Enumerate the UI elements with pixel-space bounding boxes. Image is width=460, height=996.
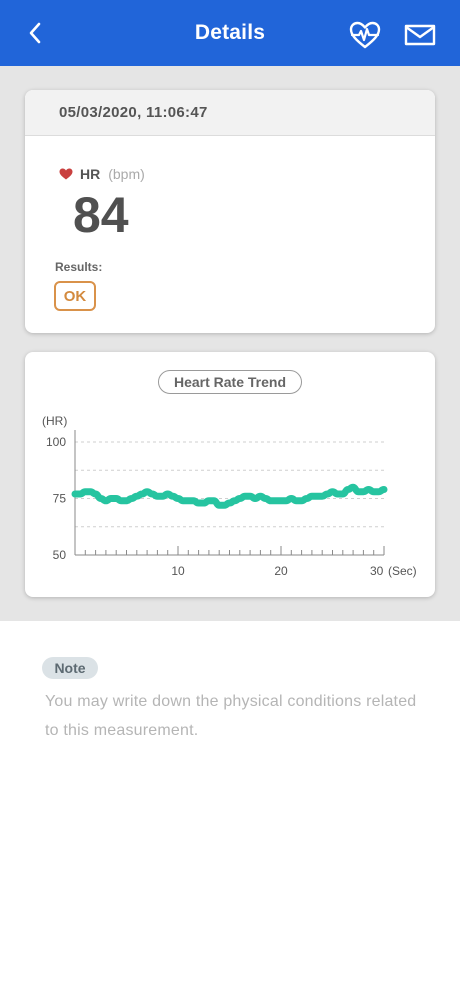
- y-axis-label: (HR): [42, 414, 67, 428]
- heart-icon: [59, 168, 73, 180]
- trend-card: Heart Rate Trend 50 75 100 (HR) 10 20 30 (Sec): [25, 352, 435, 597]
- chart-axes: [74, 430, 385, 556]
- heart-rate-series-line: [71, 483, 388, 509]
- chart-labels: 50 75 100 (HR) 10 20 30 (Sec): [42, 414, 417, 578]
- x-axis-label: (Sec): [388, 564, 417, 578]
- date-bar: 05/03/2020, 11:06:47: [25, 90, 435, 136]
- top-bar: Details: [0, 0, 460, 66]
- measurement-card: 05/03/2020, 11:06:47 HR (bpm) 84 Results…: [25, 90, 435, 333]
- mail-icon: [404, 24, 436, 46]
- heart-pulse-icon: [349, 21, 381, 49]
- x-tick-label: 20: [274, 564, 288, 578]
- hr-label: HR: [80, 166, 101, 182]
- chart-grid: [75, 441, 384, 528]
- page-title: Details: [194, 21, 266, 44]
- mail-button[interactable]: [403, 18, 437, 52]
- x-tick-label: 30: [370, 564, 384, 578]
- heart-rate-chart: 50 75 100 (HR) 10 20 30 (Sec): [42, 414, 417, 578]
- note-section[interactable]: Note You may write down the physical con…: [0, 621, 460, 996]
- y-tick-label: 75: [53, 492, 67, 506]
- note-input[interactable]: You may write down the physical conditio…: [45, 693, 417, 739]
- x-tick-label: 10: [171, 564, 185, 578]
- back-button[interactable]: [20, 18, 50, 48]
- result-badge: OK: [54, 281, 96, 311]
- y-tick-label: 100: [46, 435, 66, 449]
- chevron-left-icon: [29, 22, 41, 44]
- hr-label-row: HR (bpm): [59, 166, 145, 182]
- hr-unit: (bpm): [108, 166, 145, 182]
- y-tick-label: 50: [53, 548, 67, 562]
- measurement-datetime: 05/03/2020, 11:06:47: [59, 104, 208, 121]
- results-label: Results:: [55, 260, 103, 274]
- chart-series: [71, 483, 388, 509]
- heart-rate-button[interactable]: [348, 18, 382, 52]
- hr-value: 84: [73, 187, 129, 243]
- trend-title: Heart Rate Trend: [158, 370, 302, 394]
- note-label: Note: [42, 657, 98, 679]
